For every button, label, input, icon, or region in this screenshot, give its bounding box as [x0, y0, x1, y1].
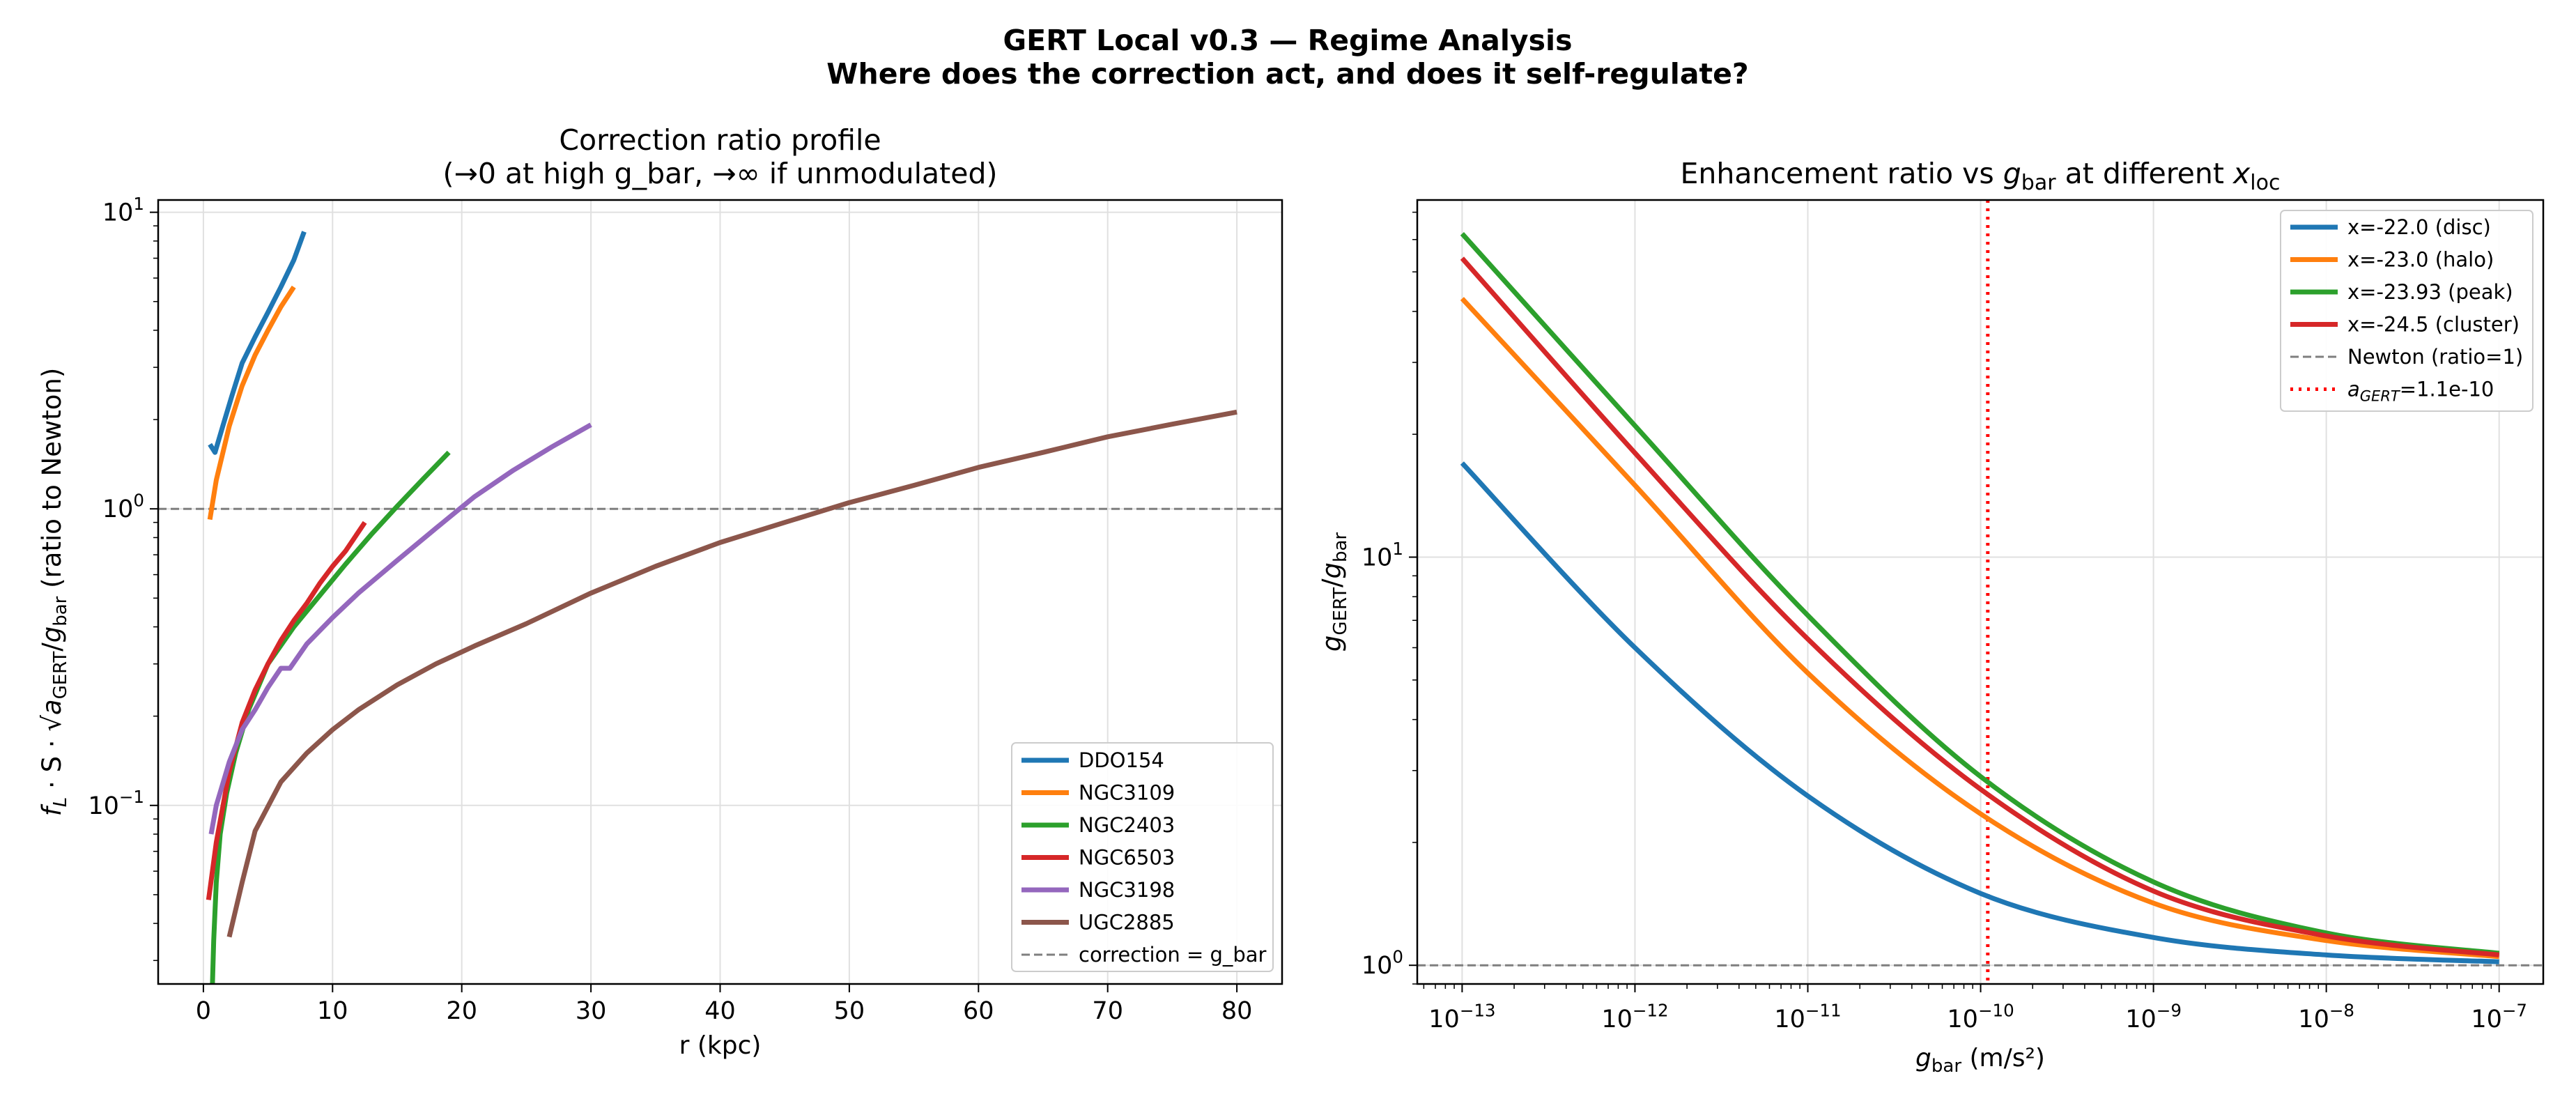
series-line-x-23-93-peak	[1460, 232, 2500, 956]
legend-label-ugc2885: UGC2885	[1079, 911, 1175, 934]
x-tick-label: 10−12	[1601, 1000, 1668, 1033]
legend-label-ngc2403: NGC2403	[1079, 813, 1175, 837]
legend-label-a-gert: aGERT=1.1e-10	[2347, 378, 2494, 405]
series-line-x-24-5-cluster	[1460, 256, 2500, 957]
x-tick-label: 70	[1092, 997, 1123, 1025]
y-tick-label: 101	[1362, 539, 1403, 572]
y-tick-label: 101	[102, 194, 144, 227]
x-tick-label: 10−8	[2298, 1000, 2354, 1033]
legend-label-x-23-93-peak: x=-23.93 (peak)	[2347, 280, 2513, 304]
series-line-ngc6503	[206, 521, 367, 900]
x-tick-label: 0	[196, 997, 211, 1025]
enhancement-ratio-chart: 10−13 10−12 10−11 10−10 10−9 10−8 10−7 100 101 En…	[1317, 157, 2545, 1077]
x-tick-label: 60	[963, 997, 994, 1025]
x-tick-label: 10−10	[1947, 1000, 2014, 1033]
y-axis-label: fL · S · √aGERT/gbar (ratio to Newton)	[37, 368, 71, 817]
left-chart-title: Correction ratio profile	[559, 123, 881, 157]
x-axis-label: gbar (m/s²)	[1915, 1044, 2045, 1077]
y-tick-label: 10−1	[88, 787, 144, 820]
legend-label-ngc3198: NGC3198	[1079, 878, 1175, 902]
y-tick-label: 100	[102, 490, 144, 523]
x-tick-label: 10−13	[1428, 1000, 1495, 1033]
series-line-x-22-0-disc	[1460, 461, 2499, 964]
figure-subtitle: Where does the correction act, and does …	[826, 57, 1748, 91]
left-legend: DDO154 NGC3109 NGC2403 NGC6503 NGC3198 UGC288…	[1011, 742, 1274, 972]
x-tick-label: 10	[317, 997, 348, 1025]
series-line-x-23-0-halo	[1460, 297, 2500, 960]
right-chart-title: Enhancement ratio vs gbar at different x…	[1681, 157, 2281, 195]
legend-label-newton: Newton (ratio=1)	[2347, 345, 2523, 369]
x-tick-label: 20	[446, 997, 477, 1025]
x-tick-label: 10−11	[1774, 1000, 1841, 1033]
series-line-ugc2885	[226, 409, 1237, 938]
x-tick-label: 10−7	[2471, 1000, 2527, 1033]
y-axis-label: gGERT/gbar	[1317, 532, 1351, 652]
series-line-ngc3198	[208, 422, 592, 835]
x-tick-label: 30	[576, 997, 607, 1025]
y-tick-label: 100	[1362, 946, 1403, 980]
x-tick-label: 80	[1221, 997, 1253, 1025]
legend-label-x-22-0-disc: x=-22.0 (disc)	[2347, 215, 2491, 239]
right-legend: x=-22.0 (disc) x=-23.0 (halo) x=-23.93 (pe…	[2280, 210, 2533, 412]
correction-ratio-chart: 0 10 20 30 40 50 60 70 80 10−1 100 101 Correction ra…	[37, 123, 1283, 1060]
x-tick-label: 40	[704, 997, 736, 1025]
x-tick-label: 50	[834, 997, 865, 1025]
x-axis-label: r (kpc)	[679, 1031, 762, 1060]
legend-label-ngc3109: NGC3109	[1079, 781, 1175, 805]
legend-label-ngc6503: NGC6503	[1079, 846, 1175, 870]
legend-label-ddo154: DDO154	[1079, 748, 1164, 772]
left-chart-subtitle: (→0 at high g_bar, →∞ if unmodulated)	[443, 157, 998, 190]
figure-title: GERT Local v0.3 — Regime Analysis	[1003, 24, 1573, 57]
plot-area	[206, 231, 1237, 984]
legend-box	[1011, 742, 1274, 972]
legend-label-reference: correction = g_bar	[1079, 943, 1267, 967]
series-line-ddo154	[208, 231, 307, 455]
legend-label-x-23-0-halo: x=-23.0 (halo)	[2347, 248, 2494, 272]
series-line-ngc3109	[207, 285, 296, 521]
x-tick-label: 10−9	[2125, 1000, 2182, 1033]
legend-label-x-24-5-cluster: x=-24.5 (cluster)	[2347, 313, 2520, 337]
plot-area	[1460, 232, 2500, 964]
legend-box	[2280, 210, 2533, 412]
